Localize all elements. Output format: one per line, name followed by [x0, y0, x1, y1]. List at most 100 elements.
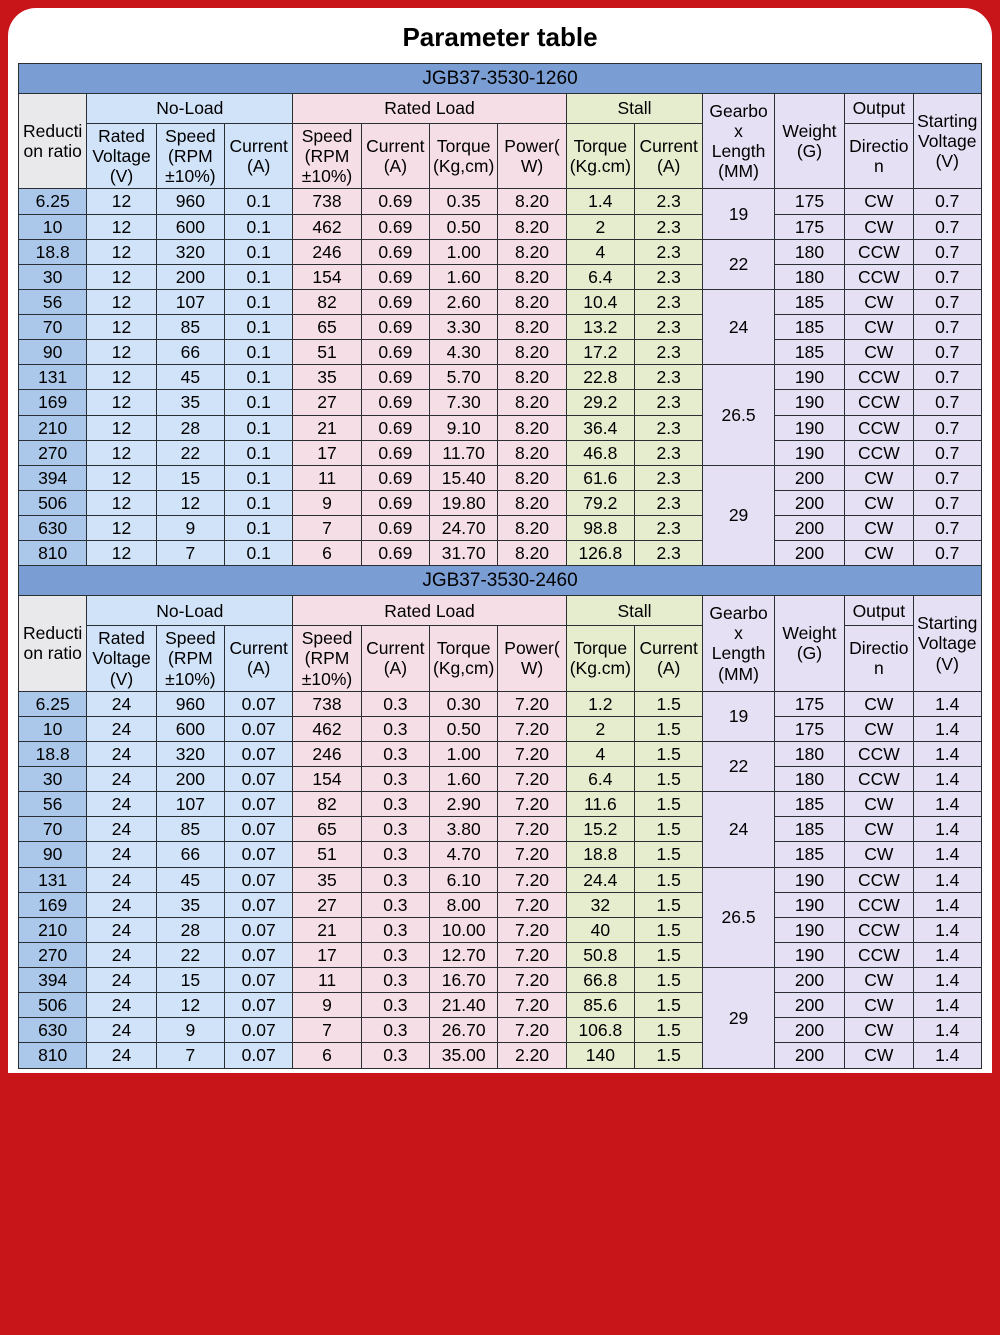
cell-nl-curr: 0.1 — [225, 189, 293, 214]
table-row: 131 12 45 0.1 35 0.69 5.70 8.20 22.8 2.3… — [19, 365, 982, 390]
cell-rl-speed: 21 — [293, 917, 361, 942]
cell-rl-speed: 17 — [293, 942, 361, 967]
cell-ratio: 394 — [19, 465, 87, 490]
table-row: 6.25 12 960 0.1 738 0.69 0.35 8.20 1.4 2… — [19, 189, 982, 214]
cell-dir: CCW — [845, 917, 913, 942]
cell-nl-curr: 0.07 — [225, 716, 293, 741]
cell-sv: 1.4 — [913, 741, 982, 766]
cell-st-curr: 2.3 — [635, 315, 703, 340]
cell-rl-torque: 1.60 — [430, 264, 498, 289]
cell-ratio: 10 — [19, 716, 87, 741]
table-row: 131 24 45 0.07 35 0.3 6.10 7.20 24.4 1.5… — [19, 867, 982, 892]
table-row: 210 24 28 0.07 21 0.3 10.00 7.20 40 1.5 … — [19, 917, 982, 942]
table-row: 810 12 7 0.1 6 0.69 31.70 8.20 126.8 2.3… — [19, 541, 982, 566]
cell-st-torque: 126.8 — [566, 541, 634, 566]
cell-rl-speed: 17 — [293, 440, 361, 465]
cell-rl-torque: 26.70 — [430, 1018, 498, 1043]
cell-gblen: 26.5 — [703, 867, 774, 968]
cell-st-torque: 15.2 — [566, 817, 634, 842]
cell-st-torque: 22.8 — [566, 365, 634, 390]
cell-rl-speed: 35 — [293, 365, 361, 390]
cell-st-torque: 85.6 — [566, 993, 634, 1018]
cell-nl-speed: 320 — [156, 741, 224, 766]
page-title: Parameter table — [18, 22, 982, 53]
table-row: 270 12 22 0.1 17 0.69 11.70 8.20 46.8 2.… — [19, 440, 982, 465]
cell-sv: 1.4 — [913, 817, 982, 842]
col-st-torque: Torque (Kg.cm) — [566, 124, 634, 189]
cell-dir: CCW — [845, 892, 913, 917]
cell-weight: 190 — [774, 867, 844, 892]
cell-dir: CW — [845, 189, 913, 214]
cell-st-torque: 61.6 — [566, 465, 634, 490]
cell-weight: 185 — [774, 817, 844, 842]
cell-ratio: 10 — [19, 214, 87, 239]
table-row: 6.25 24 960 0.07 738 0.3 0.30 7.20 1.2 1… — [19, 691, 982, 716]
cell-rl-torque: 1.00 — [430, 239, 498, 264]
cell-nl-speed: 12 — [156, 993, 224, 1018]
cell-rv: 12 — [87, 516, 156, 541]
cell-ratio: 90 — [19, 842, 87, 867]
cell-rl-curr: 0.3 — [361, 792, 429, 817]
cell-sv: 0.7 — [913, 490, 982, 515]
cell-nl-speed: 200 — [156, 264, 224, 289]
cell-rl-power: 7.20 — [498, 993, 566, 1018]
cell-rl-power: 7.20 — [498, 792, 566, 817]
cell-st-torque: 66.8 — [566, 968, 634, 993]
cell-dir: CW — [845, 716, 913, 741]
cell-rl-power: 8.20 — [498, 239, 566, 264]
cell-st-torque: 11.6 — [566, 792, 634, 817]
table-row: 394 12 15 0.1 11 0.69 15.40 8.20 61.6 2.… — [19, 465, 982, 490]
cell-sv: 0.7 — [913, 440, 982, 465]
cell-rl-speed: 51 — [293, 842, 361, 867]
cell-st-torque: 10.4 — [566, 289, 634, 314]
col-rl-curr: Current (A) — [361, 626, 429, 691]
cell-weight: 190 — [774, 892, 844, 917]
cell-sv: 0.7 — [913, 365, 982, 390]
cell-rl-torque: 15.40 — [430, 465, 498, 490]
cell-sv: 0.7 — [913, 516, 982, 541]
cell-rl-torque: 0.50 — [430, 214, 498, 239]
cell-st-curr: 1.5 — [635, 792, 703, 817]
cell-rl-power: 8.20 — [498, 390, 566, 415]
cell-st-torque: 36.4 — [566, 415, 634, 440]
cell-nl-speed: 28 — [156, 917, 224, 942]
cell-dir: CW — [845, 490, 913, 515]
cell-st-curr: 1.5 — [635, 968, 703, 993]
parameter-table: JGB37-3530-1260 Reduction ratio No-Load … — [18, 63, 982, 1069]
cell-st-curr: 1.5 — [635, 942, 703, 967]
cell-nl-speed: 107 — [156, 289, 224, 314]
cell-rl-curr: 0.69 — [361, 440, 429, 465]
cell-rl-power: 8.20 — [498, 465, 566, 490]
col-st-curr: Current (A) — [635, 124, 703, 189]
cell-rl-speed: 6 — [293, 1043, 361, 1068]
cell-nl-speed: 28 — [156, 415, 224, 440]
cell-rv: 24 — [87, 792, 156, 817]
cell-rv: 24 — [87, 842, 156, 867]
cell-dir: CW — [845, 817, 913, 842]
cell-rl-curr: 0.3 — [361, 1043, 429, 1068]
cell-rl-torque: 21.40 — [430, 993, 498, 1018]
table-row: 270 24 22 0.07 17 0.3 12.70 7.20 50.8 1.… — [19, 942, 982, 967]
cell-st-curr: 2.3 — [635, 465, 703, 490]
cell-weight: 200 — [774, 993, 844, 1018]
cell-st-curr: 2.3 — [635, 214, 703, 239]
cell-rl-power: 8.20 — [498, 264, 566, 289]
cell-dir: CCW — [845, 239, 913, 264]
cell-nl-curr: 0.1 — [225, 315, 293, 340]
cell-dir: CW — [845, 315, 913, 340]
cell-dir: CW — [845, 993, 913, 1018]
cell-nl-speed: 85 — [156, 817, 224, 842]
cell-rl-torque: 0.50 — [430, 716, 498, 741]
cell-rl-power: 8.20 — [498, 214, 566, 239]
table-row: 70 12 85 0.1 65 0.69 3.30 8.20 13.2 2.3 … — [19, 315, 982, 340]
cell-rl-torque: 0.35 — [430, 189, 498, 214]
cell-st-curr: 1.5 — [635, 767, 703, 792]
cell-nl-curr: 0.07 — [225, 842, 293, 867]
col-ratio: Reduction ratio — [19, 596, 87, 691]
cell-dir: CW — [845, 289, 913, 314]
table-row: 18.8 24 320 0.07 246 0.3 1.00 7.20 4 1.5… — [19, 741, 982, 766]
cell-nl-speed: 85 — [156, 315, 224, 340]
cell-dir: CW — [845, 968, 913, 993]
cell-weight: 185 — [774, 315, 844, 340]
cell-rl-power: 7.20 — [498, 716, 566, 741]
